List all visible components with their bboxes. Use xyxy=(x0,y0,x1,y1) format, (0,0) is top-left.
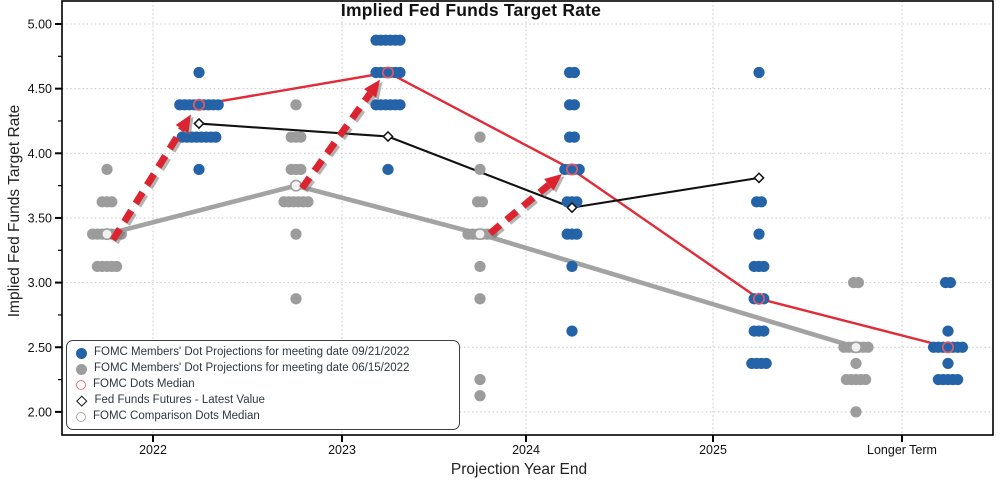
comparison-median-ring xyxy=(101,228,114,241)
x-tick-label: 2025 xyxy=(699,443,727,457)
y-tick-label: 4.50 xyxy=(28,82,52,96)
x-tick-label: 2022 xyxy=(139,443,167,457)
y-tick-label: 2.50 xyxy=(28,341,52,355)
projection-dot xyxy=(956,341,969,353)
open-diamond-icon xyxy=(76,395,88,407)
projection-dot xyxy=(753,66,765,79)
projection-dot xyxy=(295,131,307,143)
projection-dot xyxy=(474,260,486,273)
median-ring xyxy=(941,341,955,354)
shift-arrow-shaft xyxy=(490,184,554,239)
projection-dot xyxy=(944,277,957,289)
projection-dot xyxy=(474,293,486,305)
projection-dot xyxy=(758,325,770,337)
shift-arrow-shaft xyxy=(487,182,552,237)
projection-dot xyxy=(111,260,123,273)
projection-dot xyxy=(106,196,118,208)
projection-dot xyxy=(850,406,862,418)
legend-item: Fed Funds Futures - Latest Value xyxy=(76,395,450,407)
median-ring xyxy=(192,98,206,111)
shift-arrow-head xyxy=(175,114,191,133)
projection-dot xyxy=(295,163,307,176)
y-tick-label: 3.00 xyxy=(28,276,52,290)
projection-dot xyxy=(101,163,113,176)
projection-dot xyxy=(382,163,394,176)
projection-dot xyxy=(758,260,770,273)
y-tick-label: 5.00 xyxy=(28,18,52,32)
legend-label: FOMC Comparison Dots Median xyxy=(93,410,260,423)
projection-dot xyxy=(850,357,862,370)
legend-label: FOMC Members' Dot Projections for meetin… xyxy=(94,362,410,375)
legend-label: FOMC Dots Median xyxy=(93,378,195,391)
futures-diamond xyxy=(753,172,765,184)
chart-title: Implied Fed Funds Target Rate xyxy=(340,0,602,20)
open-circle-icon xyxy=(76,380,86,390)
projection-dot xyxy=(302,196,314,208)
projection-dot xyxy=(290,228,302,240)
filled-circle-icon xyxy=(76,347,87,359)
projection-dot xyxy=(394,99,406,111)
legend-item: FOMC Comparison Dots Median xyxy=(76,411,450,423)
projection-dot xyxy=(290,293,302,305)
projection-dot xyxy=(942,357,954,370)
projection-dot xyxy=(571,228,583,240)
legend-label: FOMC Members' Dot Projections for meetin… xyxy=(94,346,410,359)
projection-dot xyxy=(852,277,865,289)
y-axis-label: Implied Fed Funds Target Rate xyxy=(6,104,23,318)
futures-diamond xyxy=(193,117,205,130)
projection-dot xyxy=(193,163,205,176)
futures-diamond xyxy=(566,201,578,214)
projection-dot xyxy=(568,66,581,79)
projection-dot xyxy=(566,325,578,337)
x-tick-label: 2023 xyxy=(328,443,356,457)
line-fomc xyxy=(106,183,857,350)
legend-item: FOMC Members' Dot Projections for meetin… xyxy=(76,363,450,375)
projection-dot xyxy=(212,99,224,111)
open-circle-icon xyxy=(76,412,86,422)
comparison-median-ring xyxy=(849,341,862,354)
shift-arrow-head xyxy=(544,173,562,191)
projection-dot xyxy=(474,163,486,176)
projection-dot xyxy=(942,325,954,337)
projection-dot xyxy=(952,373,964,386)
projection-dot xyxy=(394,66,406,79)
projection-dot xyxy=(568,99,581,111)
legend-item: FOMC Dots Median xyxy=(76,379,450,391)
projection-dot xyxy=(474,390,486,402)
median-ring xyxy=(381,66,395,79)
x-axis-label: Projection Year End xyxy=(450,461,588,478)
legend-item: FOMC Members' Dot Projections for meetin… xyxy=(76,347,450,359)
projection-dot xyxy=(474,373,486,386)
shift-arrow-shaft xyxy=(299,91,373,191)
shift-arrow-shaft xyxy=(110,127,185,242)
projection-dot xyxy=(290,99,302,111)
comparison-median-ring xyxy=(473,228,486,241)
projection-dot xyxy=(566,260,578,273)
futures-diamond xyxy=(382,130,394,143)
y-tick-label: 3.50 xyxy=(28,211,52,225)
projection-dot xyxy=(193,66,205,79)
x-tick-label: Longer Term xyxy=(867,443,937,457)
legend-label: Fed Funds Futures - Latest Value xyxy=(94,394,265,407)
x-tick-label: 2024 xyxy=(512,443,540,457)
projection-dot xyxy=(394,34,406,46)
y-tick-label: 4.00 xyxy=(28,147,52,161)
projection-dot xyxy=(210,131,222,143)
median-ring xyxy=(565,163,579,176)
projection-dot xyxy=(568,131,581,143)
filled-circle-icon xyxy=(76,363,87,375)
projection-dot xyxy=(474,131,486,143)
projection-dot xyxy=(862,341,874,353)
shift-arrow-head xyxy=(363,79,380,98)
legend-box: FOMC Members' Dot Projections for meetin… xyxy=(66,340,460,430)
median-ring xyxy=(752,292,766,305)
projection-dot xyxy=(760,357,772,370)
projection-dot xyxy=(476,196,488,208)
projection-dot xyxy=(860,373,872,386)
y-tick-label: 2.00 xyxy=(28,405,52,419)
projection-dot xyxy=(753,228,765,240)
projection-dot xyxy=(755,196,768,208)
